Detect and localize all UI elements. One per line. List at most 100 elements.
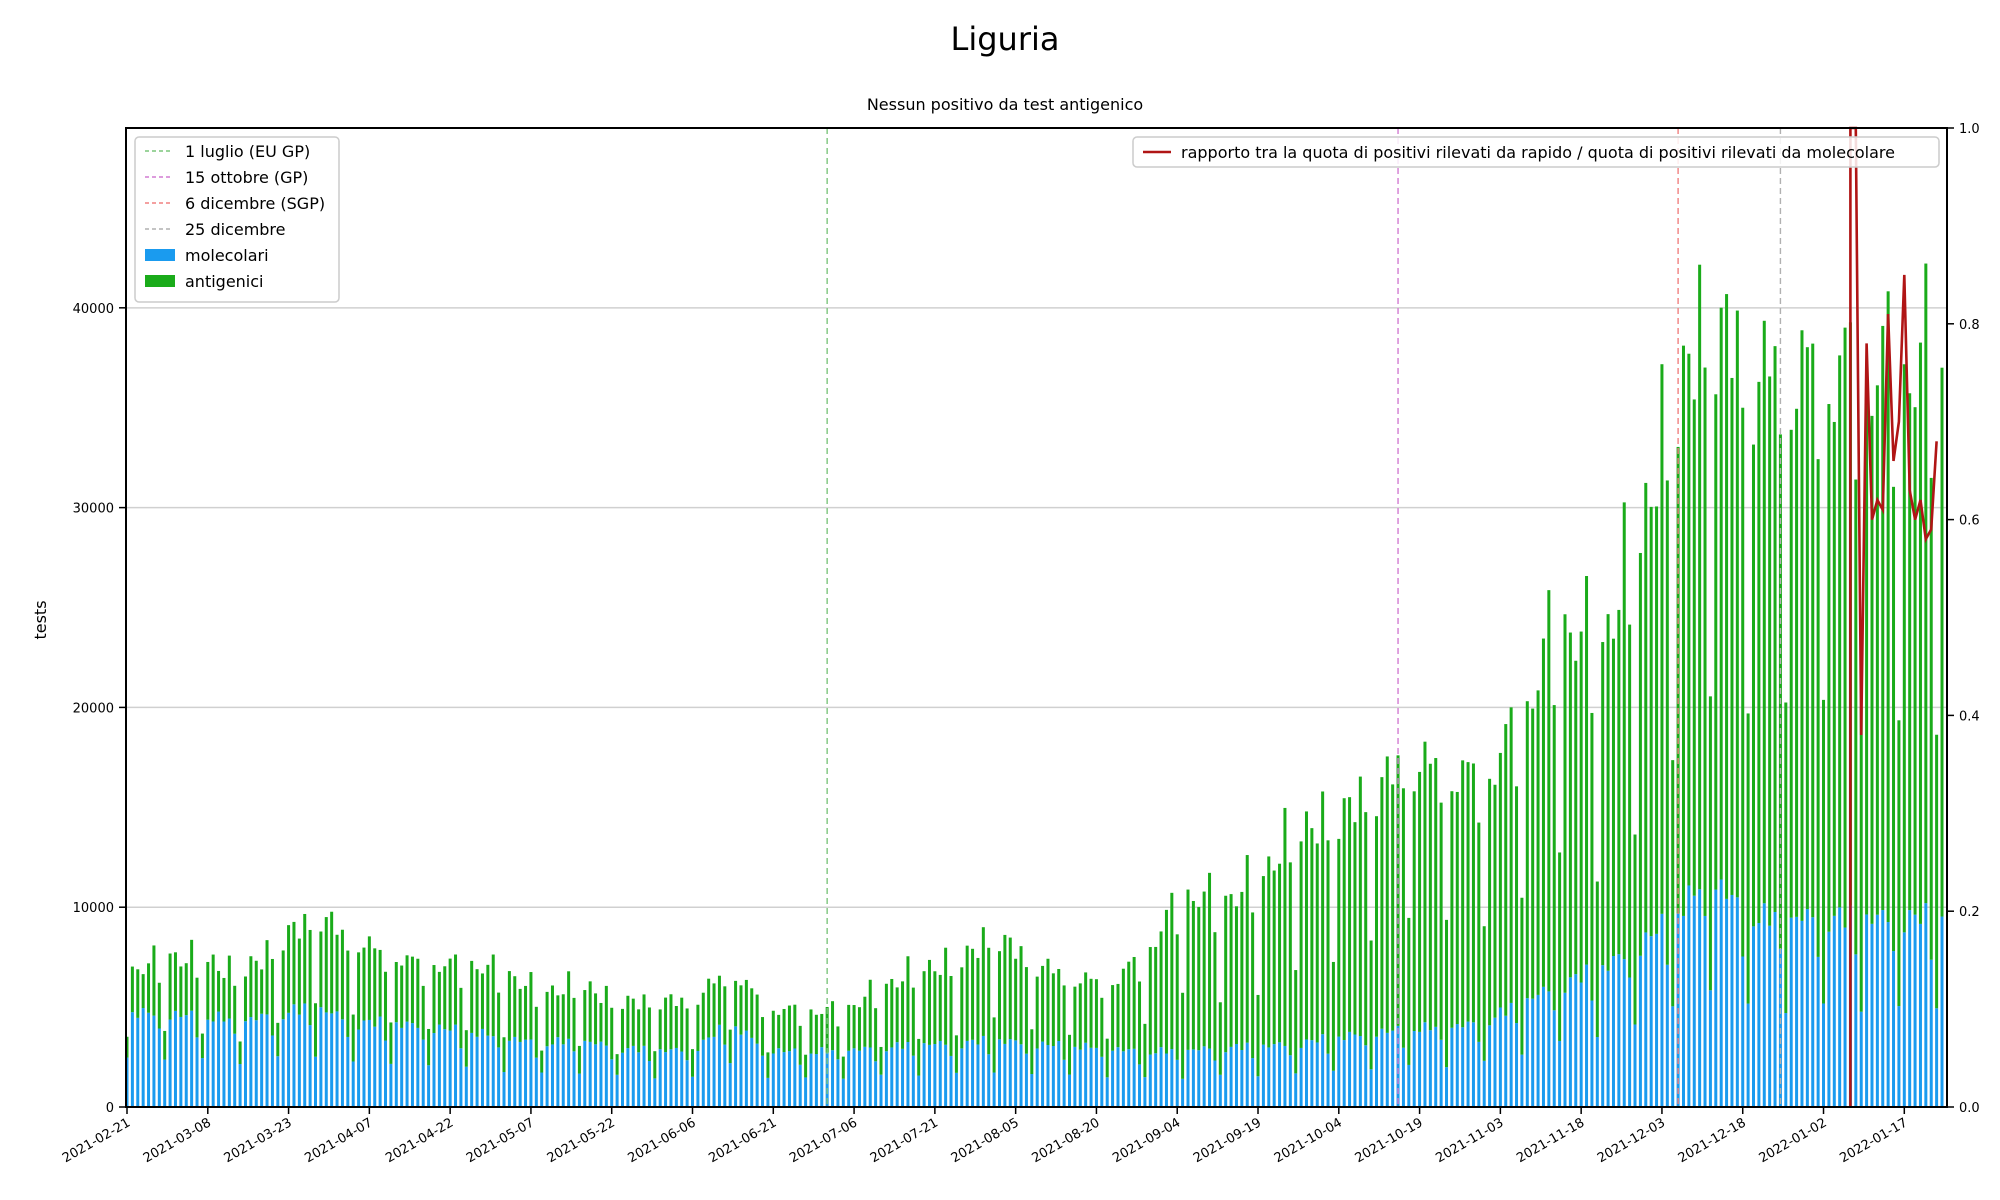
- bar-antigenici: [184, 963, 188, 1016]
- x-tick-label: 2021-06-21: [706, 1115, 779, 1166]
- bar-antigenici: [1170, 892, 1174, 1050]
- bar-molecolari: [1197, 1050, 1201, 1107]
- legend-left-label: 15 ottobre (GP): [185, 168, 308, 187]
- bar-molecolari: [1735, 897, 1739, 1107]
- bar-molecolari: [642, 1045, 646, 1107]
- bar-molecolari: [1396, 1025, 1400, 1107]
- bar-molecolari: [1132, 1048, 1136, 1107]
- bar-molecolari: [1170, 1049, 1174, 1107]
- bar-antigenici: [981, 927, 985, 1036]
- bar-molecolari: [647, 1061, 651, 1107]
- bar-antigenici: [1240, 891, 1244, 1051]
- bar-molecolari: [1762, 903, 1766, 1107]
- bar-molecolari: [604, 1045, 608, 1107]
- bar-molecolari: [416, 1027, 420, 1107]
- bar-antigenici: [173, 952, 177, 1011]
- bar-antigenici: [1488, 778, 1492, 1026]
- bar-antigenici: [1272, 870, 1276, 1045]
- bar-antigenici: [712, 983, 716, 1037]
- bar-molecolari: [357, 1029, 361, 1107]
- bar-molecolari: [179, 1016, 183, 1107]
- bar-antigenici: [1089, 978, 1093, 1048]
- bar-molecolari: [793, 1048, 797, 1107]
- bar-antigenici: [1827, 404, 1831, 932]
- y2-tick-label: 0.8: [1959, 318, 1980, 333]
- bar-molecolari: [1617, 954, 1621, 1107]
- bar-antigenici: [1062, 985, 1066, 1060]
- x-tick-label: 2021-08-05: [949, 1115, 1022, 1166]
- bar-antigenici: [997, 951, 1001, 1040]
- bar-antigenici: [976, 957, 980, 1045]
- bar-molecolari: [367, 1019, 371, 1107]
- bar-antigenici: [1132, 956, 1136, 1049]
- bar-molecolari: [265, 1014, 269, 1107]
- bar-antigenici: [647, 1007, 651, 1062]
- bar-antigenici: [314, 1003, 318, 1057]
- bar-antigenici: [378, 949, 382, 1017]
- bar-molecolari: [1326, 1053, 1330, 1107]
- bar-molecolari: [1191, 1049, 1195, 1107]
- bar-antigenici: [421, 985, 425, 1040]
- bar-antigenici: [701, 992, 705, 1040]
- bar-antigenici: [1008, 937, 1012, 1040]
- bar-molecolari: [588, 1041, 592, 1107]
- bar-antigenici: [1870, 415, 1874, 924]
- bar-molecolari: [1418, 1031, 1422, 1107]
- bar-molecolari: [513, 1036, 517, 1107]
- bar-antigenici: [567, 971, 571, 1039]
- bar-antigenici: [1859, 706, 1863, 1012]
- bar-molecolari: [464, 1066, 468, 1107]
- bar-antigenici: [841, 1056, 845, 1079]
- bar-molecolari: [841, 1078, 845, 1107]
- bar-molecolari: [1881, 910, 1885, 1107]
- bar-molecolari: [782, 1052, 786, 1107]
- bar-antigenici: [1622, 502, 1626, 960]
- bar-molecolari: [491, 1036, 495, 1107]
- legend-left: 1 luglio (EU GP) 15 ottobre (GP) 6 dicembr…: [134, 136, 340, 303]
- bar-antigenici: [685, 1008, 689, 1061]
- bar-antigenici: [1035, 976, 1039, 1049]
- bar-molecolari: [787, 1051, 791, 1107]
- bar-antigenici: [1175, 934, 1179, 1060]
- x-tick-label: 2021-07-06: [787, 1115, 860, 1166]
- bar-antigenici: [879, 1046, 883, 1075]
- bar-antigenici: [168, 953, 172, 1020]
- bar-molecolari: [863, 1046, 867, 1107]
- event-lines: [826, 128, 1782, 1107]
- bar-antigenici: [653, 1051, 657, 1079]
- bar-antigenici: [1455, 791, 1459, 1025]
- bar-molecolari: [459, 1048, 463, 1107]
- bar-antigenici: [583, 990, 587, 1041]
- bar-antigenici: [1450, 791, 1454, 1028]
- bar-antigenici: [1267, 856, 1271, 1048]
- bar-antigenici: [960, 967, 964, 1049]
- bar-antigenici: [502, 1037, 506, 1073]
- x-tick-label: 2021-05-22: [545, 1115, 618, 1166]
- bar-molecolari: [981, 1035, 985, 1107]
- bar-molecolari: [448, 1030, 452, 1107]
- bar-molecolari: [1073, 1046, 1077, 1107]
- bar-antigenici: [1315, 843, 1319, 1043]
- bar-antigenici: [1041, 965, 1045, 1042]
- bar-molecolari: [1579, 982, 1583, 1107]
- bar-molecolari: [1660, 913, 1664, 1107]
- bar-antigenici: [1504, 724, 1508, 1016]
- x-tick-label: 2021-02-21: [60, 1115, 133, 1166]
- bar-antigenici: [1159, 931, 1163, 1048]
- bar-antigenici: [1294, 970, 1298, 1074]
- bar-molecolari: [707, 1037, 711, 1107]
- bar-antigenici: [346, 950, 350, 1037]
- bar-molecolari: [610, 1059, 614, 1107]
- bar-molecolari: [1272, 1044, 1276, 1107]
- bar-antigenici: [1681, 345, 1685, 916]
- bar-molecolari: [599, 1041, 603, 1107]
- bar-molecolari: [831, 1050, 835, 1107]
- bar-molecolari: [1574, 974, 1578, 1107]
- bar-antigenici: [1558, 852, 1562, 1041]
- bar-molecolari: [1865, 914, 1869, 1107]
- bar-molecolari: [1380, 1028, 1384, 1107]
- bar-molecolari: [1111, 1050, 1115, 1107]
- bar-molecolari: [362, 1020, 366, 1107]
- bar-molecolari: [814, 1054, 818, 1107]
- bar-molecolari: [1445, 1067, 1449, 1107]
